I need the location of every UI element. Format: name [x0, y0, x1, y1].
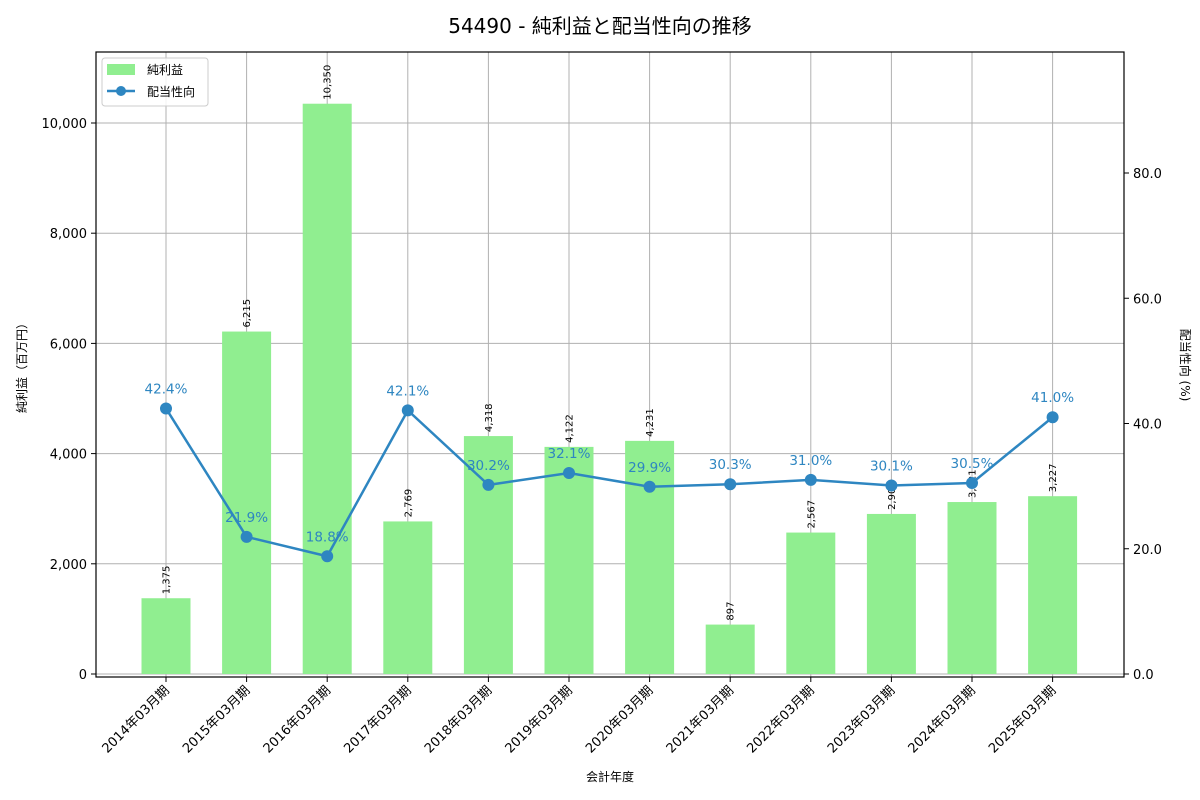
y-right-tick-label: 60.0	[1133, 292, 1162, 307]
line-marker	[321, 550, 334, 563]
bar	[866, 513, 916, 674]
line-marker	[563, 466, 575, 479]
y-tick-label: 8,000	[50, 227, 87, 242]
line-value-label: 30.2%	[467, 458, 510, 474]
bar-value-label: 3,227	[1048, 464, 1059, 493]
grid-lines	[96, 52, 1124, 677]
y-right-tick-label: 0.0	[1133, 668, 1154, 683]
line-value-label: 42.4%	[145, 381, 188, 397]
y-tick-label: 10,000	[42, 117, 88, 132]
bar	[383, 521, 433, 674]
legend-line-marker	[116, 86, 126, 96]
y-axis-left-label: 純利益（百万円）	[15, 317, 29, 413]
legend-bar-label: 純利益	[147, 63, 183, 77]
x-axis: 2014年03月期 2015年03月期 2016年03月期 2017年03月期 2018…	[100, 677, 1059, 757]
line-value-label: 30.5%	[951, 456, 994, 472]
bar	[947, 502, 997, 674]
bar	[222, 331, 272, 674]
bar	[302, 103, 352, 675]
bar-value-label: 10,350	[323, 65, 334, 100]
line-series	[160, 402, 1059, 563]
line-value-label: 41.0%	[1031, 390, 1074, 406]
bar-value-label: 897	[726, 601, 737, 620]
x-tick-label: 2021年03月期	[664, 683, 737, 756]
x-tick-label: 2025年03月期	[986, 683, 1059, 756]
line-marker	[240, 530, 253, 543]
line-value-label: 30.3%	[709, 457, 752, 473]
x-tick-label: 2020年03月期	[583, 683, 656, 756]
bar-value-label: 4,318	[484, 403, 495, 432]
line-marker	[724, 478, 737, 491]
line-marker	[160, 402, 172, 415]
plot-frame	[95, 51, 1125, 678]
x-tick-label: 2022年03月期	[744, 683, 817, 756]
line-marker	[966, 476, 978, 489]
y-axis-right-label: 配当性向 (%)	[1178, 329, 1193, 402]
legend-bar-swatch	[107, 64, 135, 75]
x-tick-label: 2015年03月期	[180, 683, 253, 756]
bar	[1028, 496, 1078, 674]
x-tick-label: 2023年03月期	[825, 683, 898, 756]
y-axis-right: 0.0 20.0 40.0 60.0 80.0	[1124, 167, 1162, 683]
line-path	[164, 407, 1054, 558]
line-marker	[885, 479, 898, 492]
x-tick-label: 2019年03月期	[503, 683, 576, 756]
line-value-label: 42.1%	[386, 383, 429, 399]
bar	[463, 436, 513, 674]
bar-value-label: 1,375	[162, 566, 173, 595]
line-marker	[643, 480, 656, 493]
line-value-label: 31.0%	[789, 453, 832, 469]
x-tick-label: 2014年03月期	[100, 683, 173, 756]
y-axis-left: 0 2,000 4,000 6,000 8,000 10,000	[42, 117, 96, 683]
line-marker	[482, 478, 495, 491]
bar	[544, 446, 594, 674]
line-value-label: 32.1%	[548, 446, 591, 462]
y-tick-label: 0	[79, 668, 87, 683]
x-tick-label: 2018年03月期	[422, 683, 495, 756]
bar-value-label: 6,215	[242, 299, 253, 328]
bar-value-label: 4,122	[565, 414, 576, 443]
bar	[705, 624, 755, 674]
bar	[141, 598, 191, 674]
bar	[625, 440, 675, 674]
bar-value-label: 2,769	[403, 489, 414, 518]
line-marker	[401, 404, 414, 417]
bar	[786, 532, 836, 674]
y-tick-label: 6,000	[50, 337, 87, 352]
legend: 純利益 配当性向	[101, 57, 209, 107]
x-tick-label: 2024年03月期	[906, 683, 979, 756]
x-tick-label: 2017年03月期	[341, 683, 414, 756]
bar-value-labels: 1,375 6,215 10,350 2,769 4,318 4,122 4,231 897 2…	[162, 65, 1060, 621]
bar-value-label: 2,567	[806, 500, 817, 529]
line-value-labels: 42.4% 21.9% 18.8% 42.1% 30.2% 32.1% 29.9% 30.3%…	[145, 381, 1075, 545]
line-marker	[1046, 411, 1059, 424]
line-value-label: 18.8%	[306, 529, 349, 545]
bar-value-label: 2,90	[887, 488, 898, 510]
line-value-label: 30.1%	[870, 458, 913, 474]
x-axis-label: 会計年度	[586, 769, 634, 784]
bar-series	[141, 103, 1078, 675]
y-right-tick-label: 40.0	[1133, 418, 1162, 433]
legend-line-label: 配当性向	[147, 84, 195, 99]
y-right-tick-label: 80.0	[1133, 167, 1162, 182]
line-marker	[804, 473, 817, 486]
line-value-label: 29.9%	[628, 460, 671, 476]
y-tick-label: 2,000	[50, 558, 87, 573]
x-tick-label: 2016年03月期	[261, 683, 334, 756]
bar-value-label: 4,231	[645, 408, 656, 437]
chart-title: 54490 - 純利益と配当性向の推移	[448, 14, 752, 38]
y-tick-label: 4,000	[50, 448, 87, 463]
y-right-tick-label: 20.0	[1133, 543, 1162, 558]
line-value-label: 21.9%	[225, 510, 268, 526]
